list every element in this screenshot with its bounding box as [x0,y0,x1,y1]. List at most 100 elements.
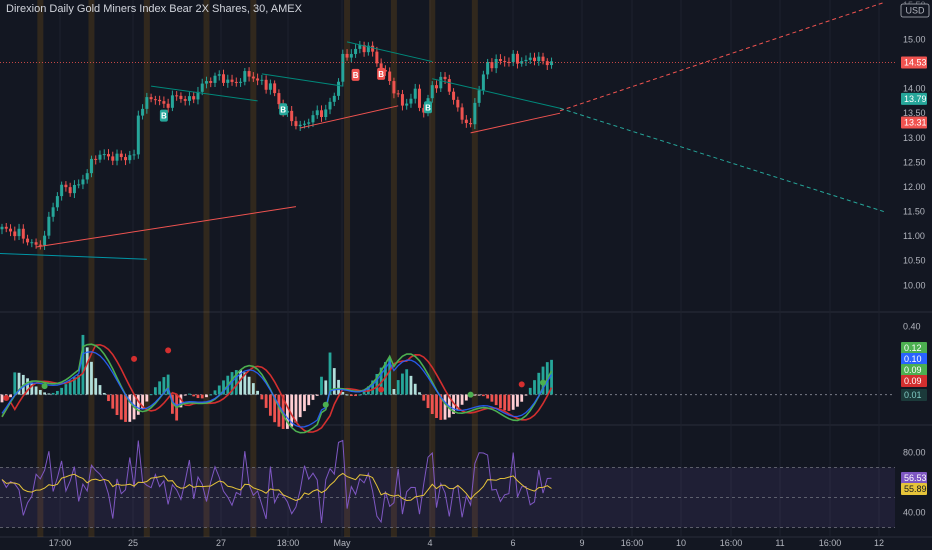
candle-body [383,69,387,72]
signal-badge [424,101,432,114]
histogram-bar [166,374,170,395]
histogram-bar [499,394,502,409]
candle-body [256,78,260,81]
histogram-bar [537,372,541,395]
candle-body [354,48,358,55]
value-tag-label: 56.53 [904,473,927,483]
candle-body [371,45,375,52]
price-tick-label: 11.00 [903,231,925,241]
candle-body [396,93,400,95]
value-tag [901,472,927,484]
candle-body [209,81,213,83]
histogram-bar [73,377,76,395]
signal-badge [279,103,288,116]
candle-body [132,154,136,156]
candle-body [439,76,443,89]
time-tick-label: 11 [775,538,784,548]
candle-body [26,238,30,243]
trendline [0,252,147,260]
candle-body [447,79,451,92]
session-highlight [471,0,478,537]
candle-body [345,53,349,58]
histogram-bar [64,384,68,395]
histogram-bar [128,394,132,422]
value-tag-label: 14.53 [904,58,927,68]
histogram-bar [94,378,98,395]
candle-body [111,156,115,161]
indicator2-tick-label: 40.00 [903,508,926,518]
histogram-bar [55,390,59,395]
candle-body [341,53,345,82]
histogram-bar [332,368,336,395]
time-tick-label: 12 [874,538,884,548]
candle-body [17,228,21,237]
histogram-bar [413,383,417,395]
value-tag [901,389,927,401]
candle-body [98,154,102,160]
time-tick-label: 17:00 [49,538,72,548]
value-tag-label: 0.09 [904,376,922,386]
price-tick-label: 13.50 [903,108,926,118]
signal-label: B [425,103,431,112]
candle-body [183,99,187,101]
histogram-bar [354,394,357,397]
candle-body [405,103,409,106]
candle-body [464,119,468,124]
histogram-bar [307,394,311,406]
candle-body [511,53,515,63]
histogram-bar [30,382,34,395]
candle-body [537,56,541,62]
price-tick-label: 12.50 [903,157,926,167]
time-tick-label: 16:00 [720,538,743,548]
candle-body [498,59,502,62]
candle-body [136,115,140,155]
candle-body [533,57,536,62]
trendline [300,105,399,129]
price-tick-label: 10.50 [903,256,926,266]
histogram-bar [179,394,183,408]
candle-body [379,63,383,70]
histogram-bar [124,394,127,422]
histogram-bar [460,394,464,405]
histogram-bar [345,394,349,396]
candle-body [192,96,196,100]
histogram-bar [405,369,409,395]
price-tick-label: 15.00 [903,34,926,44]
candle-body [222,74,226,83]
value-tag [901,342,927,354]
candle-body [528,57,532,60]
rsi-line [1,439,552,524]
cross-dot [518,381,525,388]
candle-body [247,71,251,77]
candle-body [477,90,481,103]
candle-body [443,76,447,80]
candle-body [72,184,76,194]
candle-body [43,235,47,246]
candle-body [200,83,204,92]
value-tag-label: 0.10 [904,354,922,364]
time-tick-label: 18:00 [277,538,300,548]
candle-body [251,76,255,79]
session-highlight [37,0,44,537]
histogram-bar [43,392,46,395]
candle-body [524,59,528,62]
histogram-bar [477,394,481,396]
price-tick-label: 12.00 [903,182,926,192]
histogram-bar [528,387,532,395]
histogram-bar [149,394,153,396]
candle-body [230,79,234,82]
cross-dot [467,391,474,398]
histogram-bar [443,394,447,420]
histogram-bar [349,394,353,396]
time-tick-label: 16:00 [621,538,644,548]
candle-body [128,155,132,161]
session-highlight [250,0,257,537]
candle-body [550,61,554,66]
histogram-bar [320,376,323,395]
cross-dot [131,355,138,362]
value-tag [901,375,927,387]
time-tick-label: 10 [676,538,686,548]
histogram-bar [520,394,524,402]
